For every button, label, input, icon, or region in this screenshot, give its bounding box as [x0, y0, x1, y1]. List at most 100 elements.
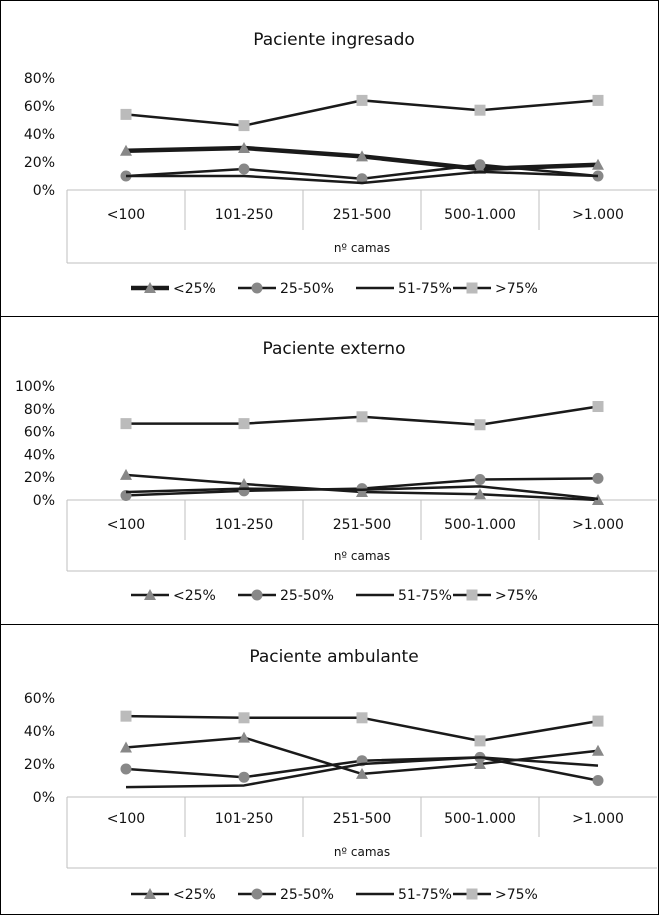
y-tick-label: 0% [33, 493, 55, 509]
legend-label: <25% [173, 887, 216, 903]
x-tick-label: <100 [107, 811, 145, 827]
y-tick-label: 20% [24, 155, 55, 171]
y-tick-label: 0% [33, 790, 55, 806]
legend-marker [144, 888, 156, 899]
legend-label: 25-50% [280, 887, 334, 903]
data-point [356, 411, 368, 423]
data-point [474, 735, 486, 747]
x-axis-title: nº camas [334, 845, 390, 859]
x-tick-label: >1.000 [572, 207, 624, 223]
chart-title: Paciente externo [263, 339, 406, 359]
series-line [125, 756, 599, 789]
x-tick-label: 500-1.000 [444, 207, 516, 223]
legend-marker [466, 888, 478, 900]
x-tick-label: >1.000 [572, 517, 624, 533]
legend-item: <25% [131, 281, 216, 297]
series-2 [125, 756, 599, 789]
data-point [356, 94, 368, 106]
x-tick-label: 251-500 [333, 517, 392, 533]
x-tick-label: 101-250 [215, 811, 274, 827]
data-point [120, 741, 132, 753]
legend-marker [466, 282, 478, 294]
legend-item: 25-50% [238, 887, 334, 903]
legend-item: 51-75% [356, 281, 452, 297]
legend-label: 51-75% [398, 588, 452, 604]
y-tick-label: 20% [24, 470, 55, 486]
legend-item: 51-75% [356, 588, 452, 604]
legend-item: <25% [131, 588, 216, 604]
chart-panel-ingresado: Paciente ingresado 0% 20% 40% 60% 80% <100 101-… [0, 0, 659, 318]
data-point [238, 485, 250, 497]
data-point [356, 150, 368, 162]
legend-label: >75% [495, 887, 538, 903]
y-tick-label: 20% [24, 757, 55, 773]
legend-marker [144, 282, 156, 293]
legend-item: <25% [131, 887, 216, 903]
data-point [474, 473, 486, 485]
data-point [238, 163, 250, 175]
legend-label: >75% [495, 588, 538, 604]
legend-item: >75% [453, 281, 538, 297]
series-2 [125, 485, 599, 501]
legend-marker [466, 589, 478, 601]
x-tick-label: 500-1.000 [444, 811, 516, 827]
data-point [238, 731, 250, 743]
series-3 [120, 401, 604, 431]
legend-marker [251, 888, 263, 900]
legend-label: >75% [495, 281, 538, 297]
legend-label: 51-75% [398, 887, 452, 903]
x-axis-title: nº camas [334, 549, 390, 563]
y-tick-label: 40% [24, 127, 55, 143]
data-point [474, 488, 486, 500]
legend-label: 25-50% [280, 281, 334, 297]
data-point [474, 159, 486, 171]
x-tick-label: 101-250 [215, 207, 274, 223]
y-tick-label: 40% [24, 447, 55, 463]
legend-item: >75% [453, 887, 538, 903]
data-point [120, 468, 132, 480]
data-point [120, 108, 132, 120]
data-point [238, 418, 250, 430]
legend-marker [144, 589, 156, 600]
series-1 [120, 159, 604, 185]
data-point [592, 715, 604, 727]
data-point [592, 775, 604, 786]
chart-title: Paciente ingresado [253, 30, 415, 50]
x-tick-label: 101-250 [215, 517, 274, 533]
legend-item: 25-50% [238, 281, 334, 297]
data-point [474, 419, 486, 431]
data-point [592, 472, 604, 484]
data-point [238, 712, 250, 724]
data-point [356, 712, 368, 724]
line-chart: Paciente externo 0% 20% 40% 60% 80% 100% <100 10… [15, 339, 657, 604]
series-2 [126, 170, 599, 185]
data-point [474, 758, 486, 769]
x-tick-label: 251-500 [333, 811, 392, 827]
series-line [125, 485, 599, 501]
chart-panel-externo: Paciente externo 0% 20% 40% 60% 80% 100% <100 10… [0, 316, 659, 626]
data-point [356, 767, 368, 779]
data-point [474, 104, 486, 116]
data-point [238, 771, 250, 783]
y-tick-label: 80% [24, 402, 55, 418]
legend-marker [251, 282, 263, 294]
y-tick-label: 40% [24, 724, 55, 740]
data-point [592, 401, 604, 413]
legend-item: >75% [453, 588, 538, 604]
data-point [238, 120, 250, 132]
legend-label: <25% [173, 281, 216, 297]
data-point [120, 418, 132, 430]
y-tick-label: 80% [24, 71, 55, 87]
data-point [120, 763, 132, 775]
data-point [592, 494, 604, 505]
series-1 [120, 751, 604, 786]
x-axis-title: nº camas [334, 241, 390, 255]
data-point [120, 144, 132, 156]
legend-label: 51-75% [398, 281, 452, 297]
data-point [592, 744, 604, 756]
chart-title: Paciente ambulante [249, 647, 418, 667]
data-point [592, 94, 604, 106]
y-tick-label: 100% [15, 379, 55, 395]
series-3 [120, 94, 604, 132]
